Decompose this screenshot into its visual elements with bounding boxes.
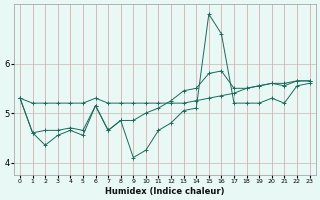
X-axis label: Humidex (Indice chaleur): Humidex (Indice chaleur)	[105, 187, 225, 196]
